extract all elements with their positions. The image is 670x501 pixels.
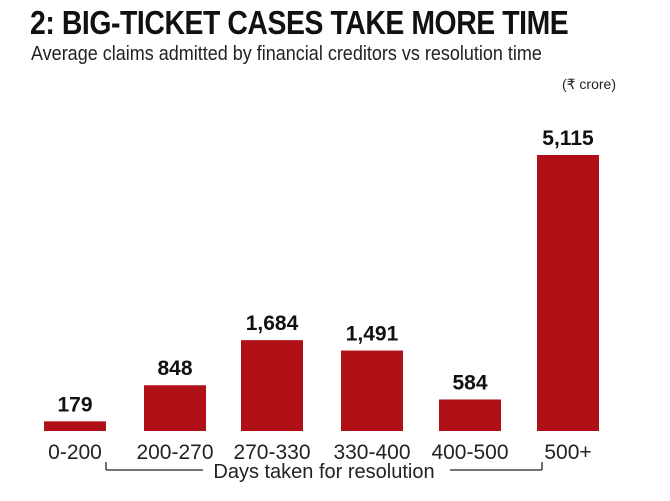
category-label: 500+ — [544, 441, 591, 464]
category-label: 270-330 — [233, 441, 310, 464]
chart-subtitle: Average claims admitted by financial cre… — [31, 43, 542, 65]
value-label: 848 — [157, 357, 192, 380]
bar-200-270 — [144, 385, 206, 431]
category-label: 400-500 — [431, 441, 508, 464]
chart-title: 2: BIG-TICKET CASES TAKE MORE TIME — [30, 4, 569, 41]
unit-label: (₹ crore) — [561, 76, 616, 92]
bar-330-400 — [341, 350, 403, 431]
bar-270-330 — [241, 340, 303, 431]
bar-500+ — [537, 155, 599, 431]
bar-400-500 — [439, 399, 501, 431]
category-label: 200-270 — [136, 441, 213, 464]
bar-0-200 — [44, 421, 106, 431]
value-label: 5,115 — [542, 127, 594, 150]
category-label: 330-400 — [333, 441, 410, 464]
category-label: 0-200 — [48, 441, 102, 464]
value-label: 179 — [57, 393, 92, 416]
value-label: 584 — [452, 371, 487, 394]
value-label: 1,684 — [246, 312, 299, 335]
x-axis-label: Days taken for resolution — [213, 461, 434, 483]
value-label: 1,491 — [346, 323, 399, 346]
